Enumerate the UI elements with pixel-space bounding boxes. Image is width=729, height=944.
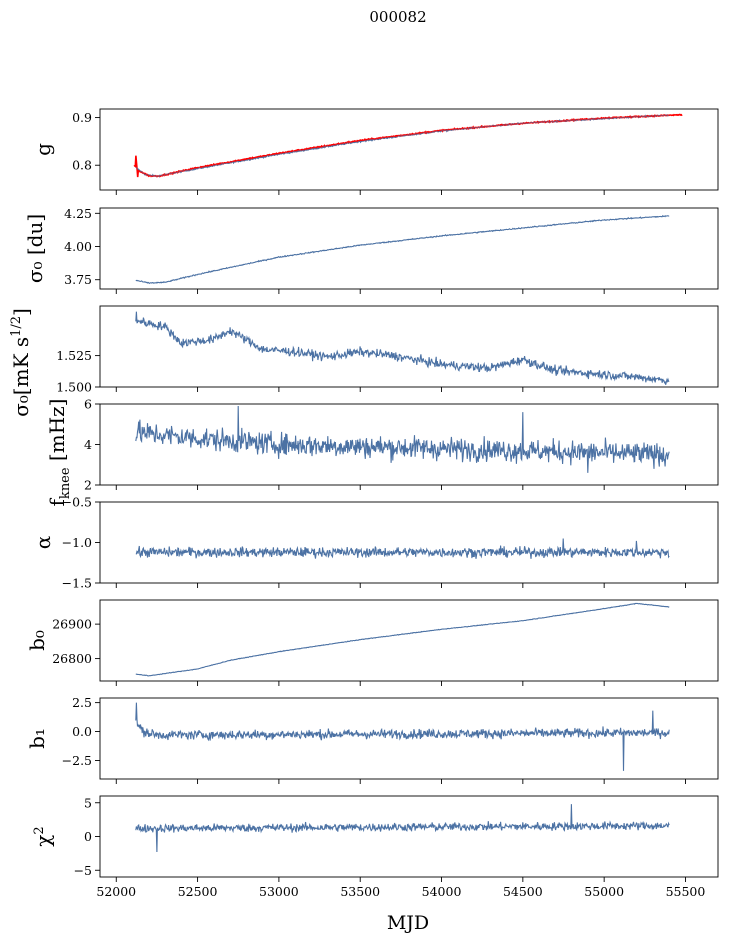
axes-frame-chi2 <box>99 795 719 878</box>
x-tick-label: 55000 <box>584 884 624 899</box>
series-line-fknee <box>135 405 670 473</box>
x-tick-label: 53000 <box>259 884 299 899</box>
panel-b1: −2.5 0.0 2.5 b₁ <box>25 695 719 784</box>
panel-chi2: −5 0 5 52000 52500 53000 53500 54000 54500 55000 5… <box>31 795 719 899</box>
y-tick-label-alpha: −1.0 <box>62 535 92 550</box>
axes-frame-alpha <box>99 501 719 584</box>
figure-title: 000082 <box>369 8 426 26</box>
y-tick-label-sigma0_du: 4.00 <box>64 239 92 254</box>
y-tick-label-fknee: 4 <box>84 437 92 452</box>
svg-text:α: α <box>31 536 55 550</box>
series-line-alpha <box>135 538 670 559</box>
y-tick-label-b0: 26800 <box>52 651 92 666</box>
series-line-b0 <box>135 602 670 677</box>
y-axis-label-b0: b₀ <box>25 630 49 651</box>
svg-text:b₀: b₀ <box>25 630 49 651</box>
y-tick-label-chi2: −5 <box>74 863 92 878</box>
x-tick-label: 53500 <box>340 884 380 899</box>
series-line-chi2 <box>135 804 670 853</box>
series-line-sigma0_du <box>135 214 670 285</box>
y-axis-label-sigma0_mK: σ₀[mK s1/2] <box>9 308 33 417</box>
svg-text:σ₀[mK s1/2]: σ₀[mK s1/2] <box>9 308 33 417</box>
x-tick-label: 52500 <box>178 884 218 899</box>
y-tick-label-b1: 0.0 <box>72 724 92 739</box>
overlay-line-g <box>133 113 683 178</box>
y-tick-label-sigma0_mK: 1.525 <box>56 348 92 363</box>
y-tick-label-chi2: 5 <box>84 795 92 810</box>
y-axis-label-chi2: χ2 <box>31 826 55 846</box>
panel-g: 0.8 0.9 g <box>31 108 719 195</box>
y-tick-label-fknee: 2 <box>84 478 92 493</box>
x-axis-label: MJD <box>387 912 429 934</box>
x-tick-label: 52000 <box>96 884 136 899</box>
y-tick-label-g: 0.8 <box>72 158 92 173</box>
axes-frame-b0 <box>99 599 719 682</box>
axes-frame-sigma0_mK <box>99 305 719 388</box>
svg-text:fknee [mHz]: fknee [mHz] <box>45 399 73 507</box>
axes-frame-b1 <box>99 697 719 780</box>
panel-fknee: 2 4 6 fknee [mHz] <box>45 397 719 507</box>
svg-text:χ2: χ2 <box>31 826 55 846</box>
series-line-b1 <box>135 702 670 771</box>
svg-text:σ₀ [du]: σ₀ [du] <box>23 214 47 283</box>
svg-text:b₁: b₁ <box>25 728 49 749</box>
y-tick-label-alpha: −1.5 <box>62 576 92 591</box>
series-line-top-g <box>135 114 670 178</box>
y-tick-label-chi2: 0 <box>84 829 92 844</box>
x-tick-label: 55500 <box>666 884 706 899</box>
axes-frame-fknee <box>99 403 719 486</box>
y-tick-label-b0: 26900 <box>52 617 92 632</box>
y-axis-label-sigma0_du: σ₀ [du] <box>23 214 47 283</box>
panels: 0.8 0.9 g 3.75 4.00 4.25 σ₀ [du] 1.500 1.525 σ₀[m… <box>9 108 719 899</box>
y-tick-label-sigma0_du: 3.75 <box>64 272 92 287</box>
y-tick-label-fknee: 6 <box>84 397 92 412</box>
x-tick-label: 54000 <box>422 884 462 899</box>
panel-sigma0_mK: 1.500 1.525 σ₀[mK s1/2] <box>9 305 719 417</box>
y-tick-label-b1: −2.5 <box>62 753 92 768</box>
y-axis-label-g: g <box>31 143 55 156</box>
y-axis-label-b1: b₁ <box>25 728 49 749</box>
y-tick-label-g: 0.9 <box>72 110 92 125</box>
y-axis-label-fknee: fknee [mHz] <box>45 399 73 507</box>
series-line-g <box>135 114 670 178</box>
y-tick-label-sigma0_du: 4.25 <box>64 206 92 221</box>
x-tick-label: 54500 <box>503 884 543 899</box>
y-tick-label-b1: 2.5 <box>72 695 92 710</box>
y-tick-label-alpha: −0.5 <box>62 495 92 510</box>
panel-alpha: −1.5 −1.0 −0.5 α <box>31 495 719 591</box>
panel-sigma0_du: 3.75 4.00 4.25 σ₀ [du] <box>23 206 719 294</box>
svg-text:g: g <box>31 143 55 156</box>
axes-frame-g <box>99 108 719 191</box>
y-axis-label-alpha: α <box>31 536 55 550</box>
y-tick-label-sigma0_mK: 1.500 <box>56 380 92 395</box>
series-line-sigma0_mK <box>135 311 670 385</box>
axes-frame-sigma0_du <box>99 207 719 290</box>
